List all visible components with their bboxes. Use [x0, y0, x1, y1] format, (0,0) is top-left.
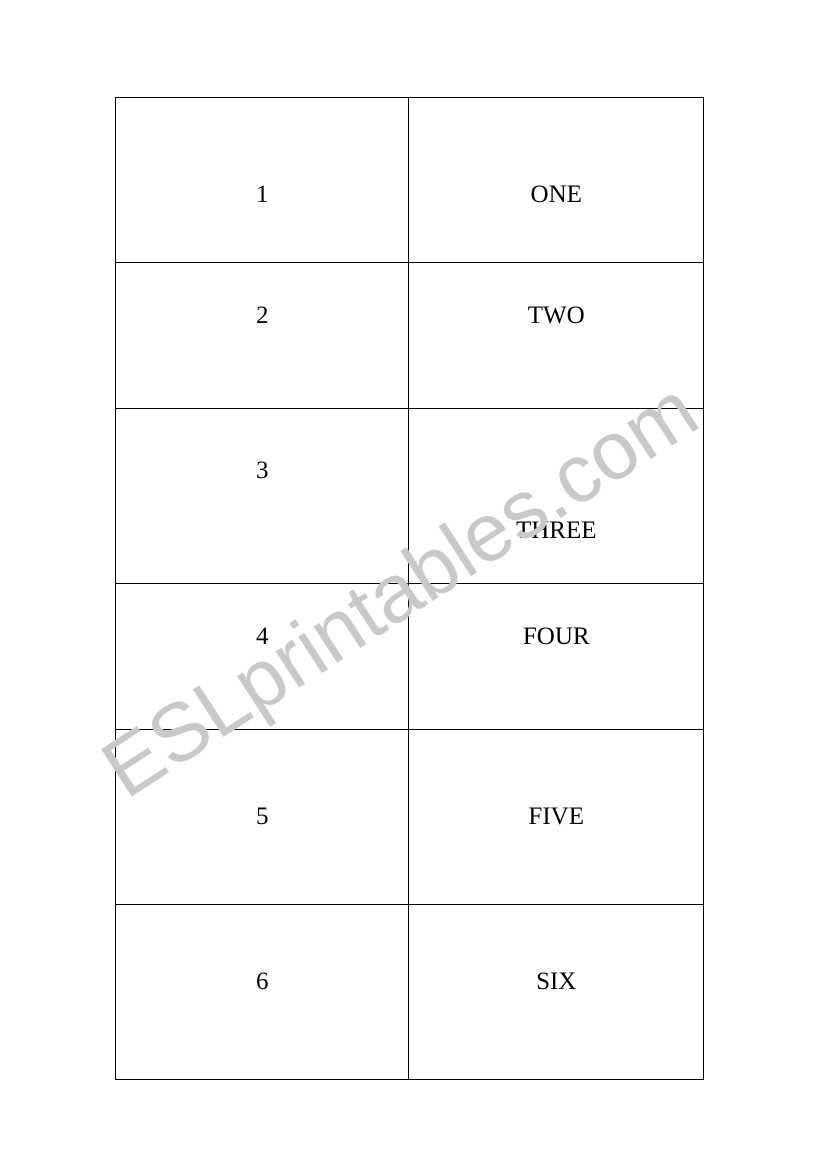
- word-text: FIVE: [528, 803, 584, 830]
- digit-cell: 4: [116, 584, 409, 730]
- table-row: 3 THREE: [116, 409, 704, 584]
- word-text: ONE: [531, 181, 582, 208]
- digit-text: 2: [256, 302, 269, 329]
- word-cell: FOUR: [409, 584, 704, 730]
- table-row: 2 TWO: [116, 263, 704, 409]
- numbers-table: 1 ONE 2 TWO 3 THREE 4 FOUR 5 FIVE 6 SIX: [115, 97, 704, 1080]
- word-text: SIX: [536, 968, 576, 995]
- word-text: FOUR: [523, 623, 590, 650]
- word-text: THREE: [516, 517, 597, 544]
- word-cell: ONE: [409, 98, 704, 263]
- numbers-table-body: 1 ONE 2 TWO 3 THREE 4 FOUR 5 FIVE 6 SIX: [116, 98, 704, 1080]
- table-row: 5 FIVE: [116, 730, 704, 905]
- table-row: 1 ONE: [116, 98, 704, 263]
- digit-text: 6: [256, 968, 269, 995]
- digit-text: 3: [256, 457, 269, 484]
- digit-cell: 2: [116, 263, 409, 409]
- digit-cell: 5: [116, 730, 409, 905]
- table-row: 6 SIX: [116, 905, 704, 1080]
- table-row: 4 FOUR: [116, 584, 704, 730]
- word-text: TWO: [528, 302, 585, 329]
- word-cell: THREE: [409, 409, 704, 584]
- digit-cell: 1: [116, 98, 409, 263]
- digit-cell: 3: [116, 409, 409, 584]
- digit-text: 5: [256, 803, 269, 830]
- digit-text: 1: [256, 181, 269, 208]
- digit-cell: 6: [116, 905, 409, 1080]
- page: 1ONE2TWO3THREE4FOUR5FIVE6SIX ESLprintabl…: [0, 0, 821, 1169]
- word-cell: SIX: [409, 905, 704, 1080]
- digit-text: 4: [256, 623, 269, 650]
- word-cell: TWO: [409, 263, 704, 409]
- word-cell: FIVE: [409, 730, 704, 905]
